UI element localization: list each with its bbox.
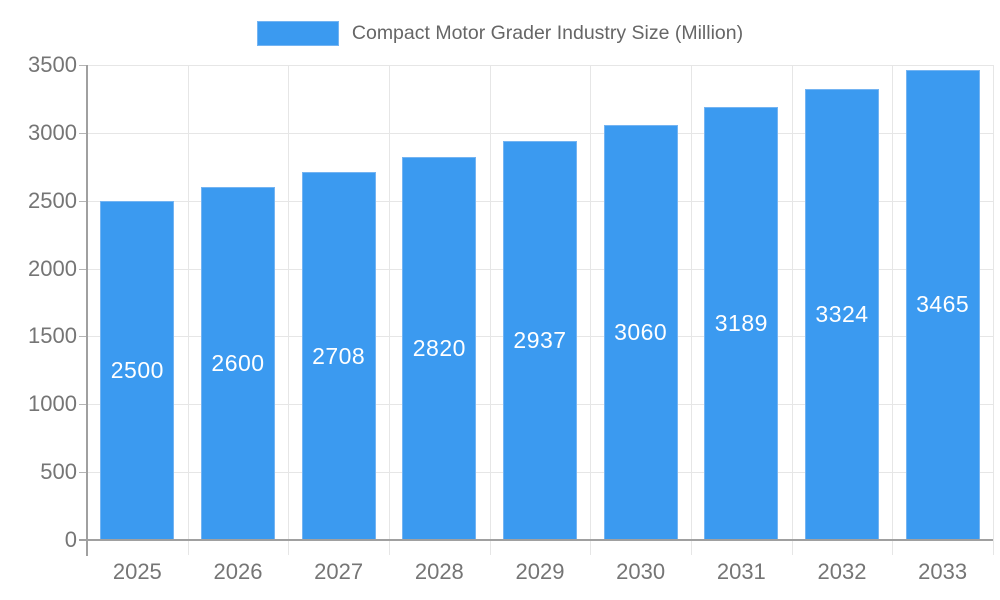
gridline-vertical (187, 65, 189, 555)
bar-2026[interactable]: 2600 (201, 187, 275, 540)
gridline-vertical (288, 65, 290, 555)
y-axis-tick-label: 2500 (28, 187, 77, 213)
gridline-vertical (489, 65, 491, 555)
bar-2025[interactable]: 2500 (100, 200, 175, 540)
legend-item[interactable]: Compact Motor Grader Industry Size (Mill… (0, 18, 1000, 48)
x-axis-tick-label: 2025 (112, 559, 162, 584)
y-axis-tick-label: 2000 (28, 255, 77, 281)
y-axis-tick-label: 1500 (28, 323, 77, 349)
bar-2031[interactable]: 3189 (704, 107, 779, 540)
gridline-vertical (791, 65, 793, 555)
bar-2029[interactable]: 2937 (503, 141, 577, 540)
y-axis-tick (79, 65, 87, 66)
legend-label: Compact Motor Grader Industry Size (Mill… (351, 21, 744, 44)
x-axis-tick-label: 2029 (515, 559, 565, 584)
y-axis-tick-label: 3000 (28, 119, 77, 145)
bar-value-label: 3465 (916, 291, 970, 318)
bar-value-label: 2708 (312, 342, 366, 369)
bar-value-label: 3189 (714, 310, 768, 337)
gridline-horizontal (87, 132, 993, 134)
bar-2033[interactable]: 3465 (905, 69, 980, 540)
y-axis-tick-label: 3500 (28, 52, 77, 77)
gridline-vertical (993, 65, 994, 555)
y-axis-tick (79, 132, 87, 134)
bar-value-label: 2820 (412, 335, 466, 362)
x-axis-tick-label: 2030 (616, 559, 666, 584)
y-axis-tick (79, 200, 87, 202)
bar-value-label: 2937 (513, 327, 567, 354)
bar-value-label: 2500 (110, 356, 164, 383)
y-axis-line (86, 65, 88, 556)
x-axis-tick-label: 2032 (817, 559, 867, 584)
y-axis-tick (79, 268, 87, 270)
bar-value-label: 3324 (815, 300, 869, 327)
y-axis-tick (79, 472, 87, 474)
gridline-vertical (691, 65, 692, 555)
x-axis-tick-label: 2033 (918, 559, 968, 584)
gridline-vertical (389, 65, 390, 555)
y-axis-tick-label: 1000 (28, 391, 77, 417)
x-axis-tick-label: 2031 (716, 559, 766, 584)
x-axis-line (79, 539, 993, 541)
x-axis-tick-label: 2028 (414, 559, 464, 584)
legend-swatch (256, 20, 339, 46)
bar-2027[interactable]: 2708 (301, 172, 376, 540)
y-axis-tick-label: 500 (40, 459, 77, 485)
gridline-vertical (590, 65, 592, 555)
bar-2030[interactable]: 3060 (603, 124, 678, 540)
x-axis-tick-label: 2026 (213, 559, 263, 584)
y-axis-tick (79, 336, 87, 338)
y-axis-tick-label: 0 (64, 527, 77, 552)
gridline-vertical (892, 65, 894, 555)
bar-2032[interactable]: 3324 (805, 88, 879, 540)
bar-2028[interactable]: 2820 (402, 157, 477, 540)
x-axis-tick-label: 2027 (314, 559, 364, 584)
y-axis-tick (79, 404, 87, 406)
bar-value-label: 3060 (614, 318, 668, 345)
gridline-horizontal (87, 65, 993, 66)
bar-value-label: 2600 (211, 350, 265, 377)
